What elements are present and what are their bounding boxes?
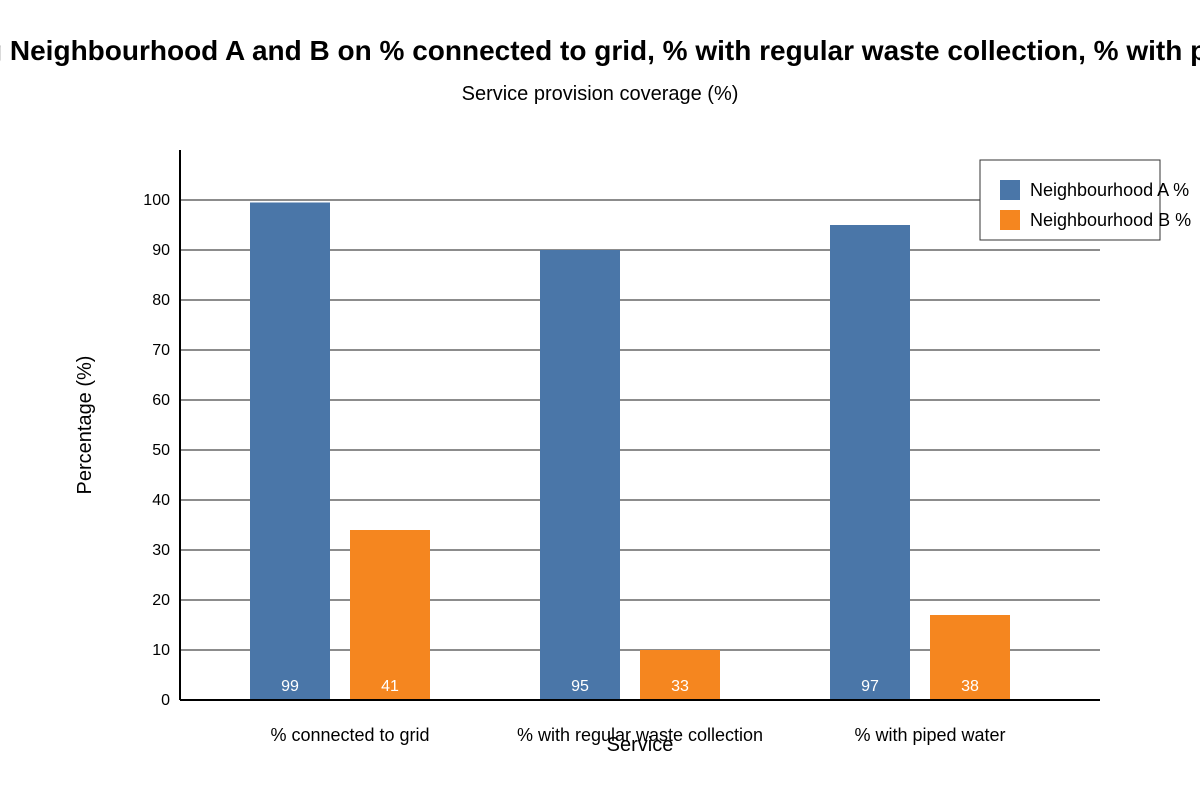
y-tick-label: 100 [143, 192, 170, 209]
y-tick-labels: 0 10 20 30 40 50 60 70 80 90 100 [143, 192, 170, 709]
y-tick-label: 70 [152, 342, 170, 359]
category-labels: % connected to grid % with regular waste … [270, 725, 1005, 745]
legend-label: Neighbourhood B % [1030, 210, 1191, 230]
chart-title: Comparing Neighbourhood A and B on % con… [0, 35, 1200, 66]
legend-swatch [1000, 210, 1020, 230]
bar [930, 615, 1010, 700]
bar-data-label: 95 [571, 678, 589, 695]
y-tick-label: 50 [152, 442, 170, 459]
y-axis-label: Percentage (%) [74, 356, 96, 495]
legend: Neighbourhood A % Neighbourhood B % [979, 159, 1191, 241]
legend-swatch [1000, 180, 1020, 200]
bar [540, 250, 620, 700]
bar-data-label: 97 [861, 678, 879, 695]
y-tick-label: 10 [152, 642, 170, 659]
bar-data-label: 38 [961, 678, 979, 695]
x-category-label: % with piped water [854, 725, 1005, 745]
y-tick-label: 60 [152, 392, 170, 409]
y-tick-label: 20 [152, 592, 170, 609]
x-axis-label: Service [607, 734, 674, 756]
x-category-label: % connected to grid [270, 725, 429, 745]
gridlines [180, 199, 1100, 651]
bar-data-label: 33 [671, 678, 689, 695]
chart-subtitle: Service provision coverage (%) [462, 83, 739, 105]
bars: 99 41 95 33 97 38 [250, 202, 1010, 700]
y-tick-label: 30 [152, 542, 170, 559]
x-category-label: % with regular waste collection [517, 725, 763, 745]
bar [830, 225, 910, 700]
legend-label: Neighbourhood A % [1030, 180, 1189, 200]
bar-data-label: 99 [281, 678, 299, 695]
y-tick-label: 90 [152, 242, 170, 259]
y-tick-label: 40 [152, 492, 170, 509]
y-tick-label: 80 [152, 292, 170, 309]
bar [250, 202, 330, 700]
bar [350, 530, 430, 700]
axes [179, 150, 1100, 701]
y-tick-label: 0 [161, 692, 170, 709]
bar [640, 650, 720, 700]
bar-data-label: 41 [381, 678, 399, 695]
